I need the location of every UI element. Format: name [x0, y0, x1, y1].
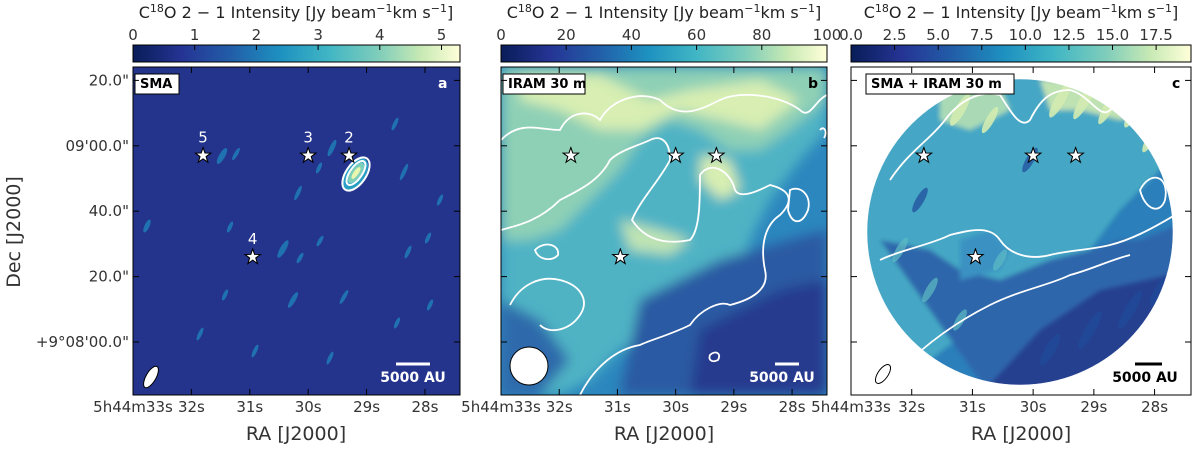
panel-b-map: IRAM 30 m b 5000 AU 5h44m33s 32s 31s 30s 29s… [461, 66, 828, 416]
xtick-label-b: 5h44m33s [461, 398, 541, 416]
xtick-label-b: 32s [546, 398, 573, 416]
colorbar-tick-label-a: 5 [437, 26, 447, 44]
panel-a-scalebar-label: 5000 AU [380, 370, 446, 386]
colorbar-tick-label-a: 4 [375, 26, 385, 44]
colorbar-a: C18O 2 − 1 Intensity [Jy beam−1km s−1] 0… [128, 2, 461, 63]
panel-c-map: SMA + IRAM 30 m c 5000 AU 5h44m33s 32s 31s… [811, 66, 1192, 416]
xtick-label-a: 32s [178, 398, 205, 416]
colorbar-tick-label-c: 5.0 [926, 26, 950, 44]
panel-a-ylabel: Dec [J2000] [3, 176, 25, 288]
panel-a-label-box [134, 73, 180, 95]
ytick-label-a: 20.0" [89, 268, 129, 286]
colorbar-tick-label-c: 17.5 [1139, 26, 1172, 44]
xtick-label-b: 28s [779, 398, 806, 416]
colorbar-tick-label-c: 2.5 [883, 26, 907, 44]
xtick-label-c: 30s [1020, 398, 1047, 416]
xtick-label-b: 31s [604, 398, 631, 416]
panel-a-emission [143, 117, 444, 365]
colorbar-tick-label-c: 10.0 [1009, 26, 1042, 44]
colorbar-tick-label-a: 0 [128, 26, 138, 44]
panel-c-scalebar-label: 5000 AU [1112, 370, 1178, 386]
colorbar-gradient-c [850, 44, 1192, 63]
panel-b-label: IRAM 30 m [508, 77, 587, 92]
xtick-label-a: 30s [295, 398, 322, 416]
star-label-5: 5 [198, 129, 208, 147]
xtick-label-a: 29s [353, 398, 380, 416]
colorbar-tick-label-b: 0 [496, 26, 506, 44]
colorbar-tick-label-c: 12.5 [1052, 26, 1085, 44]
xtick-label-a: 28s [412, 398, 439, 416]
colorbar-b: C18O 2 − 1 Intensity [Jy beam−1km s−1] 0… [496, 2, 842, 63]
colorbar-tick-label-c: 7.5 [970, 26, 994, 44]
colorbar-tick-label-a: 3 [313, 26, 323, 44]
ytick-label-a: +9°08'00.0" [36, 333, 129, 351]
colorbar-gradient-a [132, 44, 461, 63]
colorbar-tick-label-a: 1 [190, 26, 200, 44]
xtick-label-a: 5h44m33s [93, 398, 173, 416]
colorbar-tick-label-b: 80 [752, 26, 771, 44]
star-label-3: 3 [303, 129, 313, 147]
panel-b-label-box [502, 73, 586, 95]
colorbar-tick-label-a: 2 [252, 26, 262, 44]
colorbar-title-a: C18O 2 − 1 Intensity [Jy beam−1km s−1] [139, 2, 453, 22]
xtick-label-b: 29s [720, 398, 747, 416]
panel-c-label: SMA + IRAM 30 m [871, 77, 1002, 92]
xtick-label-c: 5h44m33s [811, 398, 891, 416]
ytick-label-a: 40.0" [89, 202, 129, 220]
ytick-label-a: 20.0" [89, 71, 129, 89]
panel-c-xlabel: RA [J2000] [971, 423, 1071, 445]
panel-c-letter: c [1172, 76, 1180, 92]
colorbar-tick-label-c: 0.0 [839, 26, 863, 44]
colorbar-tick-label-b: 40 [622, 26, 641, 44]
colorbar-title-b: C18O 2 − 1 Intensity [Jy beam−1km s−1] [507, 2, 821, 22]
colorbar-tick-label-b: 20 [557, 26, 576, 44]
ytick-label-a: 09'00.0" [65, 137, 129, 155]
xtick-label-c: 29s [1080, 398, 1107, 416]
star-label-4: 4 [248, 230, 258, 248]
xtick-label-c: 32s [898, 398, 925, 416]
panel-b-letter: b [808, 76, 818, 92]
panel-b-emission [501, 67, 827, 395]
colorbar-tick-label-c: 15.0 [1096, 26, 1129, 44]
panel-c-label-box [865, 73, 1015, 95]
xtick-label-a: 31s [236, 398, 263, 416]
colorbar-tick-label-b: 100 [813, 26, 842, 44]
star-label-2: 2 [344, 129, 354, 147]
colorbar-title-c: C18O 2 − 1 Intensity [Jy beam−1km s−1] [864, 2, 1178, 22]
xtick-label-c: 31s [959, 398, 986, 416]
colorbar-c: C18O 2 − 1 Intensity [Jy beam−1km s−1] 0… [839, 2, 1192, 63]
panel-a-letter: a [438, 76, 447, 92]
panel-c-beam [874, 364, 892, 384]
xtick-label-b: 30s [662, 398, 689, 416]
panel-b-scalebar-label: 5000 AU [749, 370, 815, 386]
panel-b-xlabel: RA [J2000] [614, 423, 714, 445]
panel-a-map: SMA a 5000 AU 5 3 2 4 5h44m33s 32s 31s 30s 29s 2… [36, 66, 461, 416]
panel-a-beam [143, 365, 159, 389]
colorbar-gradient-b [500, 44, 828, 63]
panel-a-background [133, 67, 460, 395]
panel-a-label: SMA [140, 77, 172, 92]
panel-a-xlabel: RA [J2000] [246, 423, 346, 445]
panel-b-beam [509, 346, 549, 386]
xtick-label-c: 28s [1141, 398, 1168, 416]
colorbar-tick-label-b: 60 [687, 26, 706, 44]
